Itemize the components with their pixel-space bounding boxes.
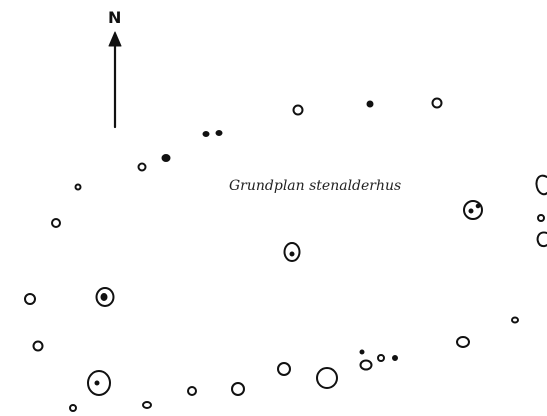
- post-hole-partial: [535, 174, 547, 196]
- post-hole-filled: [392, 355, 398, 361]
- post-hole: [32, 340, 44, 352]
- post-hole: [24, 293, 36, 305]
- post-hole: [292, 104, 304, 116]
- diagram-caption: Grundplan stenalderhus: [229, 178, 402, 194]
- post-hole: [69, 404, 77, 412]
- post-hole: [137, 162, 147, 172]
- post-hole-filled: [366, 100, 374, 108]
- post-hole: [537, 214, 545, 222]
- post-hole-with-post: [283, 242, 301, 262]
- post-hole-filled: [202, 131, 210, 137]
- north-arrow-icon: [108, 31, 122, 129]
- post-hole: [277, 362, 291, 376]
- post-hole-filled: [161, 154, 171, 162]
- post-hole-partial: [536, 231, 547, 248]
- post-hole-with-post: [95, 287, 115, 307]
- post-hole: [359, 359, 373, 371]
- post-hole: [511, 316, 519, 324]
- north-label: N: [108, 8, 122, 27]
- post-hole: [456, 336, 470, 348]
- post-hole-filled: [215, 130, 223, 136]
- post-hole: [231, 382, 245, 396]
- post-hole-filled: [359, 349, 365, 355]
- post-hole: [377, 354, 385, 362]
- post-hole: [187, 386, 197, 396]
- post-hole: [74, 183, 82, 191]
- post-hole: [431, 97, 443, 109]
- post-hole: [142, 401, 152, 409]
- post-hole-with-post: [87, 370, 111, 396]
- post-hole: [316, 367, 338, 389]
- post-hole: [51, 218, 61, 228]
- post-hole-with-post: [463, 200, 483, 220]
